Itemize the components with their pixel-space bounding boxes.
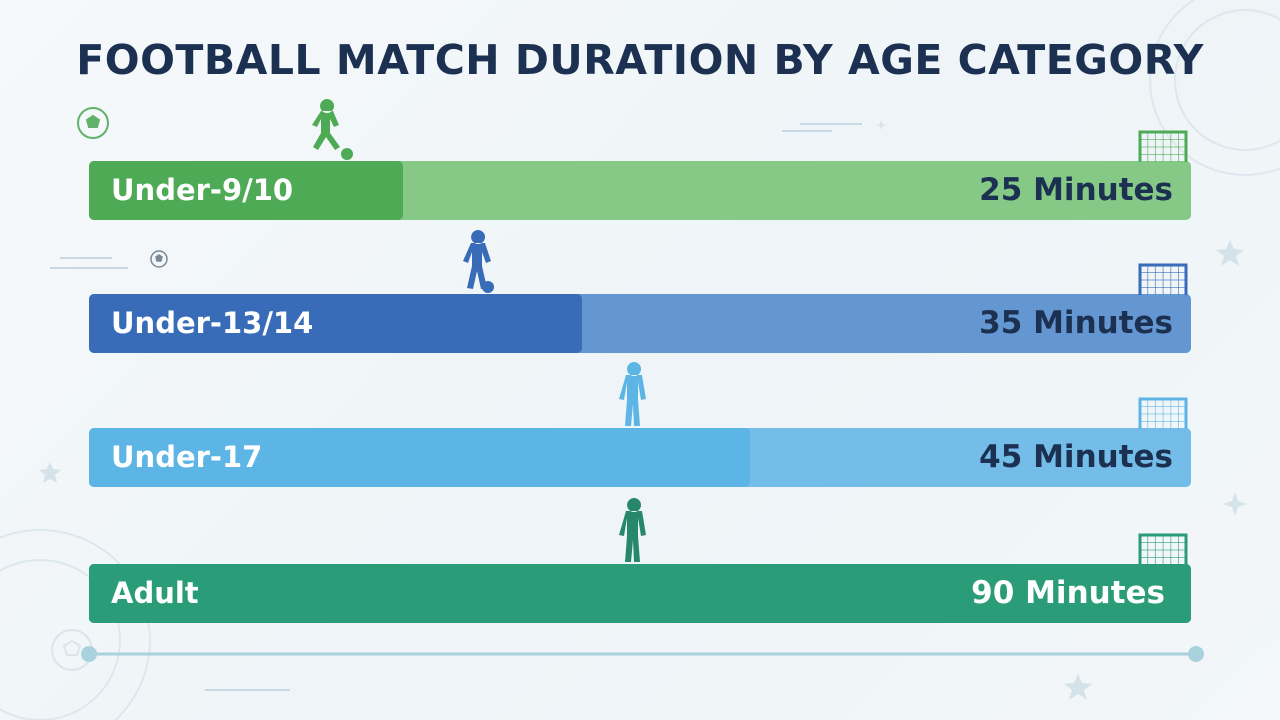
bar [89, 564, 1191, 623]
category-label: Under-9/10 [111, 173, 294, 207]
soccer-ball-icon [150, 250, 168, 268]
bar [89, 294, 582, 353]
goal-net-icon [1138, 532, 1188, 570]
bar [89, 161, 403, 220]
standing-player-icon [604, 358, 664, 432]
bar-row: Adult 90 Minutes [89, 564, 1191, 623]
soccer-ball-icon [77, 107, 109, 139]
category-label: Under-17 [111, 440, 263, 474]
goal-net-icon [1138, 396, 1188, 434]
bar-row: Under-9/10 25 Minutes [89, 161, 1191, 220]
youth-player-icon [448, 224, 508, 298]
child-player-icon [297, 91, 357, 165]
data-label: 25 Minutes [979, 172, 1173, 208]
goal-net-icon [1138, 129, 1188, 167]
category-label: Under-13/14 [111, 306, 314, 340]
bar-row: Under-17 45 Minutes [89, 428, 1191, 487]
data-label: 90 Minutes [971, 575, 1165, 611]
star-icon [39, 120, 1247, 700]
category-label: Adult [111, 576, 199, 610]
timeline-axis [81, 646, 1204, 662]
goal-net-icon [1138, 262, 1188, 300]
adult-player-icon [604, 494, 664, 568]
chart-title: FOOTBALL MATCH DURATION BY AGE CATEGORY [76, 36, 1204, 84]
bar-row: Under-13/14 35 Minutes [89, 294, 1191, 353]
data-label: 35 Minutes [979, 305, 1173, 341]
bar [89, 428, 750, 487]
data-label: 45 Minutes [979, 439, 1173, 475]
